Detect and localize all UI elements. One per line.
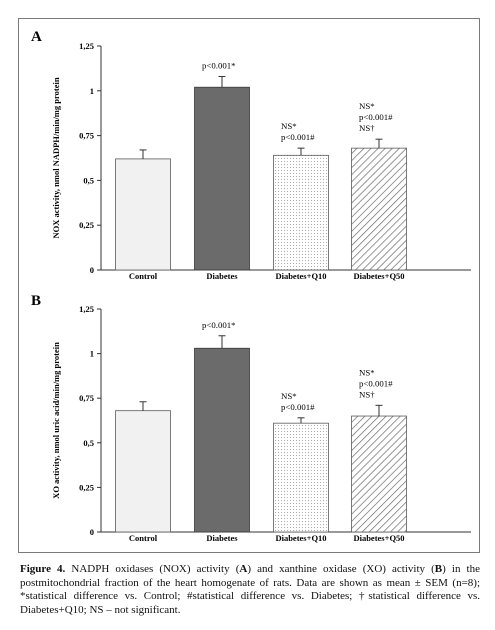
x-tick-label: Control [129,271,158,281]
caption-text-3: ) in the postmitochondrial fraction of t… [20,563,480,616]
bar [194,347,250,533]
y-tick-label: 1 [90,86,94,96]
x-tick-label: Diabetes+Q50 [353,533,404,543]
significance-label: NS* [359,101,375,111]
significance-label: NS† [359,123,375,133]
y-tick-label: 0,75 [79,131,94,141]
figure-frame: A NOX activity, nmol NADPH/min/mg protein… [18,18,480,553]
significance-label: p<0.001# [281,132,315,142]
y-tick-label: 0,5 [83,438,94,448]
y-tick-label: 0,25 [79,220,94,230]
y-axis-label: NOX activity, nmol NADPH/min/mg protein [51,77,61,238]
significance-label: p<0.001# [281,402,315,412]
panel-label: B [31,293,41,309]
bar [115,410,171,533]
x-tick-label: Control [129,533,158,543]
caption-b: B [434,563,443,575]
caption-text-2: ) and xanthine oxidase (XO) activity ( [247,563,435,575]
panel-a: A NOX activity, nmol NADPH/min/mg protein… [31,29,471,281]
bar [351,415,407,533]
y-tick-label: 0,25 [79,482,94,492]
y-tick-label: 0 [90,527,94,537]
y-tick-label: 1 [90,349,94,359]
x-tick-label: Diabetes [206,271,238,281]
panel-b: B XO activity, nmol uric acid/min/mg prot… [31,293,471,543]
bar [273,154,329,271]
bar [194,86,250,271]
significance-label: p<0.001# [359,378,393,388]
panel-label: A [31,29,42,45]
figure-caption: Figure 4. NADPH oxidases (NOX) activity … [20,563,480,617]
x-tick-label: Diabetes+Q10 [275,271,326,281]
y-tick-label: 0,5 [83,175,94,185]
significance-label: p<0.001# [359,112,393,122]
significance-label: p<0.001* [202,60,236,70]
y-axis-label: XO activity, nmol uric acid/min/mg prote… [51,342,61,499]
significance-label: NS† [359,389,375,399]
figure-svg: A NOX activity, nmol NADPH/min/mg protein… [31,29,471,543]
x-tick-label: Diabetes+Q50 [353,271,404,281]
x-tick-label: Diabetes [206,533,238,543]
caption-text-1: NADPH oxidases (NOX) activity ( [65,563,240,575]
y-tick-label: 0 [90,265,94,275]
y-tick-label: 1,25 [79,304,94,314]
significance-label: NS* [281,391,297,401]
significance-label: p<0.001* [202,320,236,330]
bar [351,147,407,271]
caption-a: A [239,563,248,575]
y-tick-label: 1,25 [79,41,94,51]
bar [273,422,329,533]
y-tick-label: 0,75 [79,393,94,403]
caption-label: Figure 4. [20,563,66,575]
significance-label: NS* [281,121,297,131]
x-tick-label: Diabetes+Q10 [275,533,326,543]
significance-label: NS* [359,367,375,377]
bar [115,158,171,271]
